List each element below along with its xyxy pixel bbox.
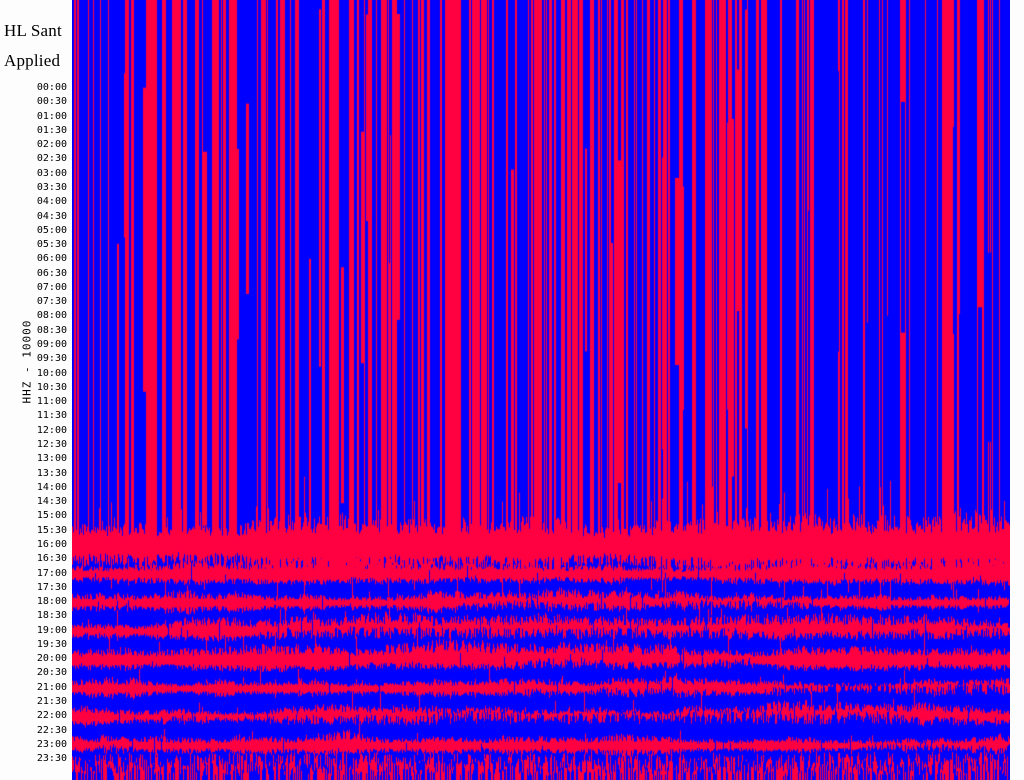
- title-line-2: Applied: [4, 51, 61, 70]
- time-tick-label: 16:00: [36, 538, 67, 550]
- time-tick-label: 04:30: [36, 210, 67, 222]
- time-tick-label: 13:00: [36, 453, 67, 465]
- time-tick-label: 16:30: [36, 553, 67, 565]
- time-tick-label: 11:00: [36, 396, 67, 408]
- time-tick-label: 03:00: [36, 167, 67, 179]
- time-tick-label: 17:00: [36, 567, 67, 579]
- time-tick-label: 19:30: [36, 638, 67, 650]
- time-tick-label: 00:30: [36, 96, 67, 108]
- time-tick-label: 01:30: [36, 124, 67, 136]
- time-tick-label: 18:00: [36, 596, 67, 608]
- time-tick-label: 12:00: [36, 424, 67, 436]
- time-tick-label: 13:30: [36, 467, 67, 479]
- time-tick-label: 09:00: [36, 339, 67, 351]
- time-tick-label: 20:30: [36, 667, 67, 679]
- time-tick-label: 06:30: [36, 267, 67, 279]
- time-tick-label: 18:30: [36, 610, 67, 622]
- time-tick-label: 10:00: [36, 367, 67, 379]
- time-tick-label: 08:00: [36, 310, 67, 322]
- time-tick-label: 22:00: [36, 710, 67, 722]
- time-tick-label: 06:00: [36, 253, 67, 265]
- time-tick-label: 05:00: [36, 224, 67, 236]
- y-axis-label: HHZ - 10000: [20, 319, 34, 404]
- time-tick-label: 07:00: [36, 281, 67, 293]
- time-tick-label: 23:00: [36, 738, 67, 750]
- title-line-1: HL Sant: [4, 21, 62, 40]
- time-tick-label: 14:00: [36, 481, 67, 493]
- time-tick-label: 03:30: [36, 181, 67, 193]
- time-tick-label: 07:30: [36, 296, 67, 308]
- time-tick-label: 11:30: [36, 410, 67, 422]
- plot-right-margin: [1010, 0, 1024, 780]
- time-tick-label: 21:00: [36, 681, 67, 693]
- chart-title: HL Sant Applied: [0, 0, 72, 78]
- time-tick-label: 21:30: [36, 696, 67, 708]
- time-tick-label: 08:30: [36, 324, 67, 336]
- time-tick-label: 00:00: [36, 82, 67, 93]
- time-tick-label: 04:00: [36, 196, 67, 208]
- time-tick-label: 09:30: [36, 353, 67, 365]
- time-tick-label: 14:30: [36, 496, 67, 508]
- time-tick-label: 01:00: [36, 110, 67, 122]
- time-axis: 00:00 00:30 01:00 01:30 02:00 02:30 03:00 03:30…: [0, 0, 72, 780]
- time-tick-label: 23:30: [36, 753, 67, 765]
- time-tick-label: 05:30: [36, 239, 67, 251]
- time-tick-label: 22:30: [36, 724, 67, 736]
- time-tick-label: 12:30: [36, 439, 67, 450]
- time-tick-label: 20:00: [36, 653, 67, 665]
- time-tick-label: 02:30: [36, 153, 67, 165]
- time-tick-label: 15:30: [36, 524, 67, 536]
- seismogram-plot: [72, 0, 1024, 780]
- time-tick-label: 15:00: [36, 510, 67, 522]
- time-tick-label: 02:00: [36, 139, 67, 151]
- time-tick-label: 17:30: [36, 581, 67, 593]
- time-tick-label: 19:00: [36, 624, 67, 636]
- seismogram-canvas: [72, 0, 1024, 780]
- time-tick-label: 10:30: [36, 381, 67, 393]
